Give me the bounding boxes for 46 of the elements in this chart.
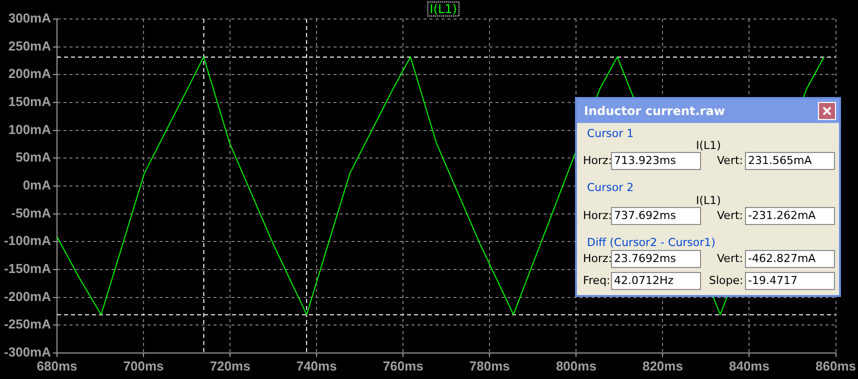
x-tick-label: 700ms <box>123 358 164 374</box>
annotation: -462.827mA <box>745 250 835 268</box>
annotation: 42.0712Hz <box>611 272 701 290</box>
annotation: Horz: <box>583 209 612 223</box>
annotation: 737.692ms <box>611 207 701 225</box>
x-tick-label: 760ms <box>382 358 424 374</box>
annotation: 231.565mA <box>745 152 835 170</box>
annotation: Horz: <box>583 154 612 168</box>
annotation: I(L1) <box>696 194 721 208</box>
x-tick-label: 860ms <box>816 358 856 374</box>
annotation: I(L1) <box>696 139 721 153</box>
annotation: Vert: <box>716 252 743 266</box>
annotation: -19.4717 <box>745 272 835 290</box>
annotation: Slope: <box>709 274 744 288</box>
x-tick-label: 780ms <box>469 358 510 374</box>
annotation: Inductor current.raw <box>584 104 725 118</box>
annotation: -231.262mA <box>745 207 835 225</box>
y-tick-label: -100mA <box>4 233 52 248</box>
annotation: Freq: <box>583 274 610 288</box>
y-tick-label: -200mA <box>4 288 52 304</box>
annotation: Cursor 2 <box>587 181 634 195</box>
text: I(L1) <box>430 2 458 16</box>
annotation: 713.923ms <box>611 152 701 170</box>
y-tick-label: -150mA <box>4 261 52 276</box>
annotation: Vert: <box>716 209 743 223</box>
annotation: 23.7692ms <box>611 250 701 268</box>
x-tick-label: 820ms <box>642 358 683 374</box>
x-tick-label: 800ms <box>556 358 596 374</box>
x-tick-label: 740ms <box>296 358 337 374</box>
y-tick-label: -300mA <box>4 344 52 360</box>
y-tick-label: -250mA <box>4 316 52 332</box>
annotation: Cursor 1 <box>587 127 634 141</box>
y-tick-label: 0mA <box>22 178 52 193</box>
y-tick-label: 100mA <box>8 122 52 137</box>
annotation: Horz: <box>583 252 612 266</box>
y-tick-label: 300mA <box>8 10 52 26</box>
y-tick-label: 250mA <box>8 38 52 54</box>
x-tick-label: 720ms <box>210 358 250 374</box>
annotation: Diff (Cursor2 - Cursor1) <box>587 236 716 250</box>
y-tick-label: -50mA <box>11 205 52 220</box>
x-tick-label: 840ms <box>728 358 770 374</box>
y-tick-label: 150mA <box>8 94 52 110</box>
x-tick-label: 680ms <box>36 358 78 374</box>
annotation: Vert: <box>716 154 743 168</box>
y-tick-label: 50mA <box>16 150 52 165</box>
y-tick-label: 200mA <box>8 66 52 82</box>
